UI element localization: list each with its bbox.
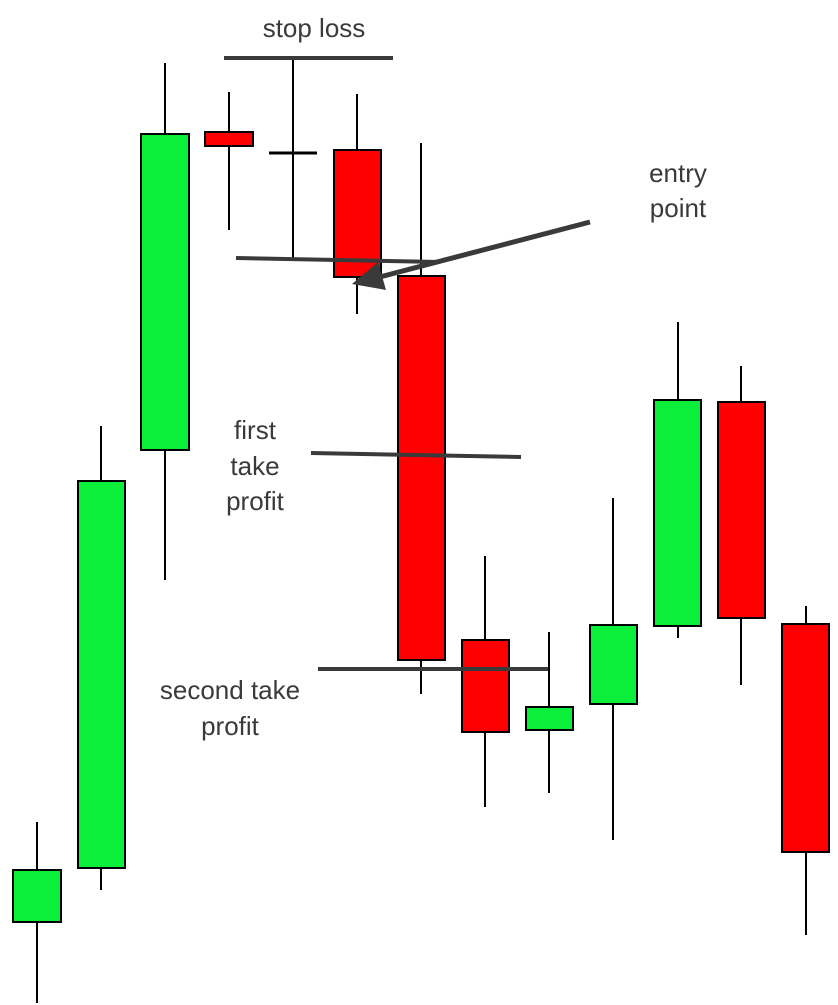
- first-take-profit-line: [310, 451, 522, 459]
- label: entry: [649, 158, 707, 188]
- bull-candle: [653, 399, 702, 627]
- bear-candle: [333, 149, 382, 278]
- label: stop loss: [263, 13, 366, 43]
- bull-candle: [12, 869, 62, 923]
- bear-candle: [461, 639, 510, 733]
- levels: [224, 56, 591, 671]
- label: second take: [160, 675, 300, 705]
- entry-line: [235, 256, 441, 264]
- bull-candle: [525, 706, 574, 731]
- entry-arrow-head: [352, 262, 386, 290]
- bull-candle: [589, 624, 638, 705]
- label: first: [234, 415, 277, 445]
- entry-arrow-shaft: [371, 219, 591, 282]
- bear-candle: [781, 623, 830, 853]
- label: take: [230, 451, 279, 481]
- label: profit: [226, 486, 285, 516]
- bull-candle: [140, 133, 190, 451]
- bear-candle: [204, 131, 254, 147]
- label: profit: [201, 711, 260, 741]
- bull-candle: [77, 480, 126, 869]
- bear-candle: [397, 275, 446, 661]
- candles: [12, 60, 830, 1003]
- label: point: [650, 193, 707, 223]
- bear-candle: [717, 401, 766, 619]
